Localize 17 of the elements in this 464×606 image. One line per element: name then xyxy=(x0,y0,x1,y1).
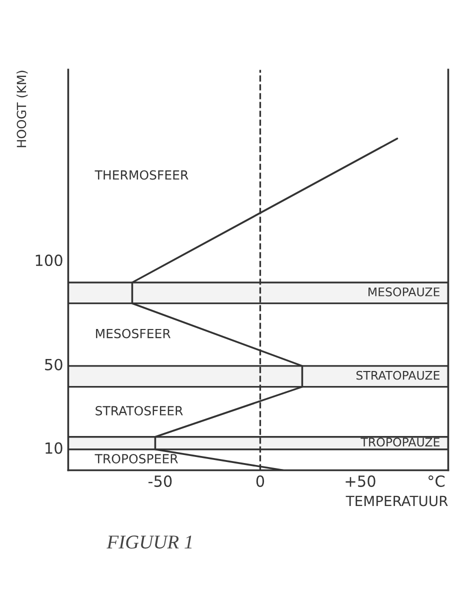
x-tick-label: 0 xyxy=(256,475,264,487)
annotation: MESOSFEER xyxy=(96,328,171,338)
band-label: STRATOPAUZE xyxy=(356,370,440,380)
annotation: STRATOSFEER xyxy=(96,406,183,416)
x-axis-title: TEMPERATUUR xyxy=(346,496,448,506)
y-tick-label: 50 xyxy=(45,358,62,370)
band-label: MESOPAUZE xyxy=(368,287,440,296)
x-tick-label: +50 xyxy=(346,475,376,487)
y-tick-label: 10 xyxy=(46,442,62,454)
y-axis-title: HOOGT (KM) xyxy=(16,70,28,148)
x-tick-label: -50 xyxy=(148,475,172,487)
x-tick-label: °C xyxy=(428,475,445,487)
text: FIGUUR 1 xyxy=(106,536,192,549)
band-label: TROPOPAUZE xyxy=(360,438,440,447)
annotation: TROPOSPEER xyxy=(94,454,178,464)
annotation: THERMOSFEER xyxy=(94,170,188,180)
y-tick-label: 100 xyxy=(36,254,62,266)
